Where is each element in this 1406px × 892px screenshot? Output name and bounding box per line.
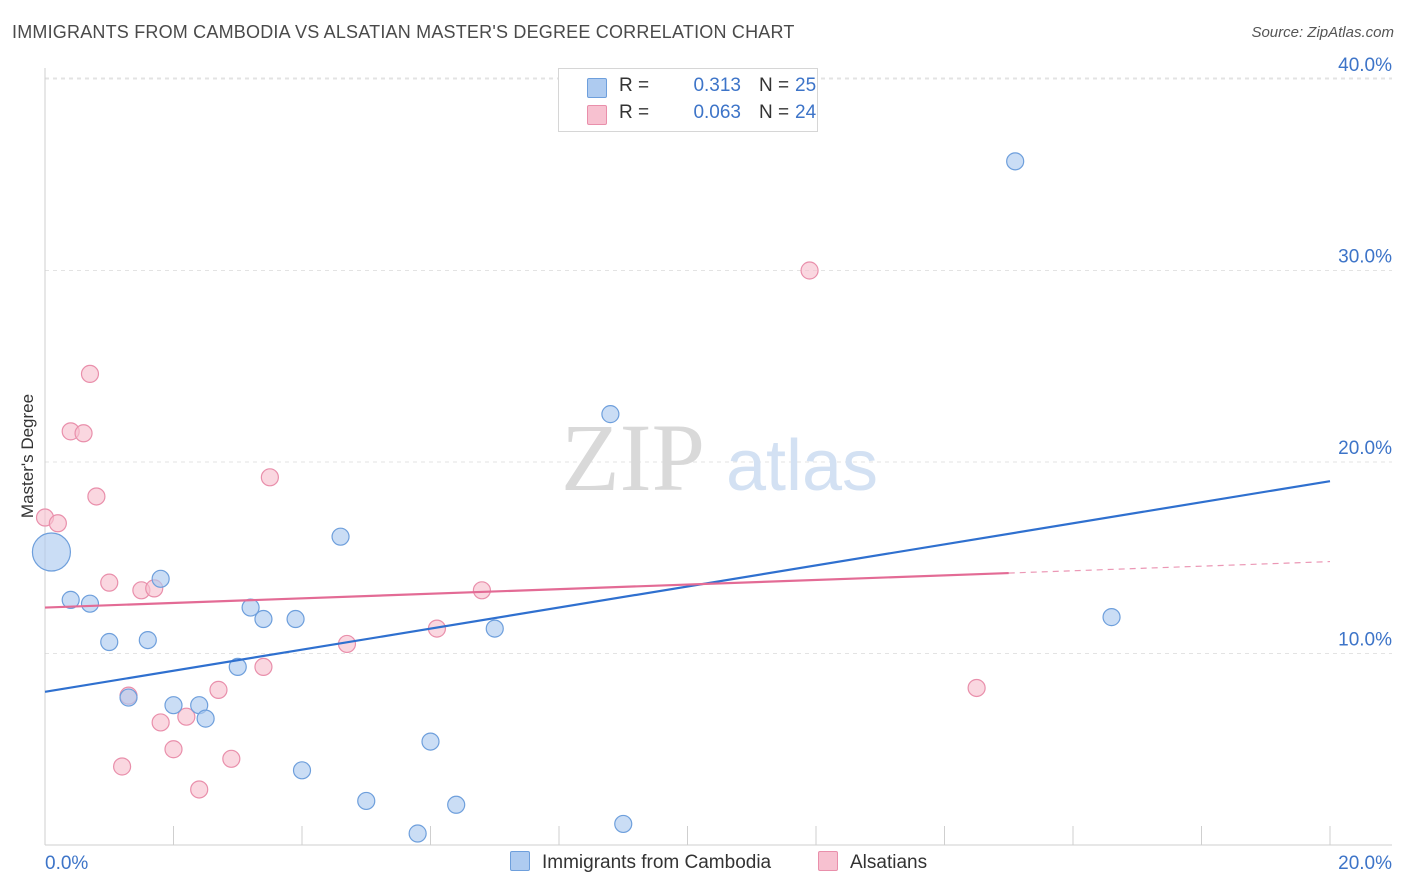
alsatian-point xyxy=(80,364,100,384)
watermark-zip: ZIP xyxy=(561,404,705,511)
alsatian-point xyxy=(472,581,491,600)
legend-swatch-blue xyxy=(510,851,530,871)
x-tick-labels: 0.0% 20.0% xyxy=(45,853,1392,874)
axes xyxy=(44,68,1392,846)
cambodia-point xyxy=(164,696,183,715)
y-axis-label: Master's Degree xyxy=(18,394,37,518)
legend-n-value: 24 xyxy=(795,102,817,123)
watermark-atlas: atlas xyxy=(726,426,878,506)
legend-label-cambodia: Immigrants from Cambodia xyxy=(542,852,772,873)
cambodia-point xyxy=(1102,608,1121,627)
trend-lines xyxy=(44,480,1331,693)
alsatian-point xyxy=(100,573,119,592)
legend-swatch-blue xyxy=(587,78,607,98)
cambodia-point xyxy=(138,630,157,650)
legend-r-label: R = xyxy=(619,75,650,96)
legend-label-alsatians: Alsatians xyxy=(850,852,928,873)
legend-n-label: N = xyxy=(759,102,790,123)
alsatian-point xyxy=(87,487,106,506)
cambodia-point xyxy=(447,795,466,814)
cambodia-point xyxy=(614,814,633,834)
alsatian-point xyxy=(151,713,170,732)
watermark: ZIP atlas xyxy=(561,404,878,511)
cambodia-point xyxy=(196,709,215,728)
cambodia-point xyxy=(601,405,620,424)
cambodia-point xyxy=(421,732,440,751)
y-tick-label: 30.0% xyxy=(1338,247,1392,268)
source-credit: Source: ZipAtlas.com xyxy=(1251,24,1394,41)
legend-n-label: N = xyxy=(759,75,790,96)
alsatian-point xyxy=(800,261,819,280)
cambodia-point xyxy=(228,657,247,677)
y-tick-label: 10.0% xyxy=(1338,630,1392,651)
x-tick-label: 0.0% xyxy=(45,853,88,874)
legend-swatch-pink xyxy=(818,851,838,871)
y-tick-labels: 10.0% 20.0% 30.0% 40.0% xyxy=(1338,55,1392,651)
alsatian-point xyxy=(74,424,93,443)
cambodia-points xyxy=(31,152,1121,843)
cambodia-point xyxy=(80,594,100,613)
cambodia-point xyxy=(357,791,376,811)
stats-legend: R = 0.313 N = 25 R = 0.063 N = 24 xyxy=(558,68,818,132)
alsatian-point xyxy=(177,707,196,726)
legend-r-value: 0.063 xyxy=(693,102,741,123)
alsatian-point xyxy=(112,757,132,776)
alsatians-points xyxy=(35,261,986,799)
cambodia-point xyxy=(1006,152,1025,171)
cambodia-point xyxy=(151,569,170,588)
cambodia-trend-line xyxy=(44,480,1331,693)
alsatian-point xyxy=(164,740,183,759)
cambodia-point xyxy=(100,632,119,652)
x-tick-label: 20.0% xyxy=(1338,853,1392,874)
cambodia-point xyxy=(254,609,273,629)
alsatian-point xyxy=(190,780,209,799)
cambodia-point xyxy=(31,532,72,572)
alsatian-point xyxy=(209,680,228,699)
chart-title: IMMIGRANTS FROM CAMBODIA VS ALSATIAN MAS… xyxy=(12,22,795,42)
legend-item-cambodia[interactable]: Immigrants from Cambodia xyxy=(510,851,771,874)
cambodia-point xyxy=(241,598,260,617)
cambodia-point xyxy=(331,527,350,546)
y-tick-label: 40.0% xyxy=(1338,55,1392,76)
legend-item-alsatians[interactable]: Alsatians xyxy=(818,851,927,874)
alsatian-point xyxy=(222,749,241,768)
cambodia-point xyxy=(61,590,80,609)
alsatians-trend-line-extension xyxy=(1008,560,1331,574)
cambodia-point xyxy=(286,609,305,629)
legend-r-label: R = xyxy=(619,102,650,123)
legend-swatch-pink xyxy=(587,105,607,125)
cambodia-point xyxy=(292,761,312,780)
cambodia-point xyxy=(485,619,504,638)
y-tick-label: 20.0% xyxy=(1338,438,1392,459)
alsatian-point xyxy=(260,468,279,487)
cambodia-point xyxy=(119,688,138,707)
alsatian-point xyxy=(254,657,273,677)
alsatians-trend-line xyxy=(44,571,1009,609)
legend-n-value: 25 xyxy=(795,75,817,96)
alsatian-point xyxy=(48,514,67,533)
legend-r-value: 0.313 xyxy=(693,75,741,96)
cambodia-point xyxy=(408,824,427,843)
alsatian-point xyxy=(967,678,986,698)
